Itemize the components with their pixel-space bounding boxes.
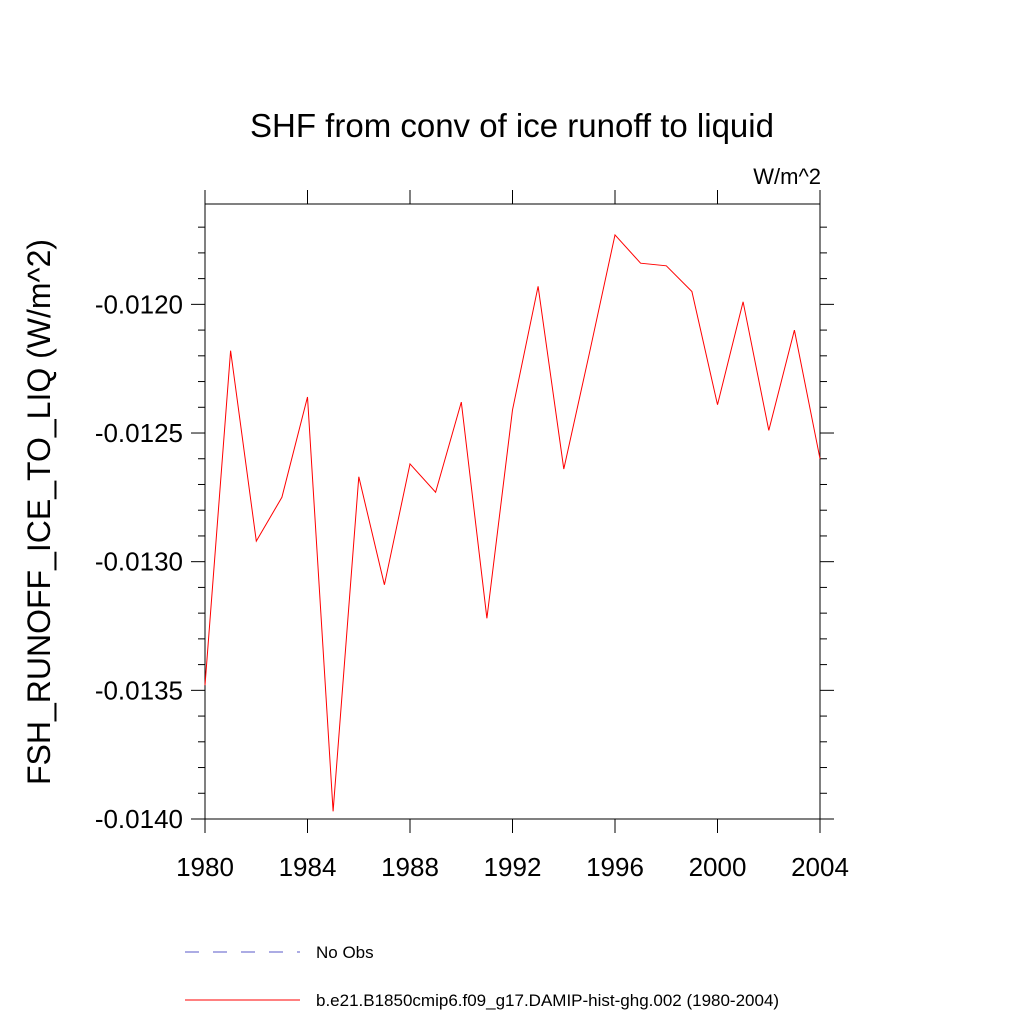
legend-label: b.e21.B1850cmip6.f09_g17.DAMIP-hist-ghg.… — [316, 991, 779, 1010]
y-tick-label: -0.0135 — [95, 675, 183, 705]
plot-frame — [204, 203, 821, 820]
chart-title: SHF from conv of ice runoff to liquid — [250, 107, 774, 144]
axis-ticks — [191, 190, 834, 833]
y-axis-label: FSH_RUNOFF_ICE_TO_LIQ (W/m^2) — [21, 239, 57, 785]
x-tick-label: 2000 — [689, 852, 747, 882]
y-tick-label: -0.0120 — [95, 289, 183, 319]
axis-tick-labels: 1980 1984 1988 1992 1996 2000 2004 -0.0140 -0.01… — [95, 289, 849, 882]
x-tick-label: 1980 — [176, 852, 234, 882]
x-tick-label: 1996 — [586, 852, 644, 882]
x-tick-label: 1988 — [381, 852, 439, 882]
x-tick-label: 1984 — [279, 852, 337, 882]
x-tick-label: 2004 — [791, 852, 849, 882]
x-tick-label: 1992 — [484, 852, 542, 882]
series-group — [204, 233, 821, 812]
y-tick-label: -0.0130 — [95, 547, 183, 577]
legend-label: No Obs — [316, 943, 374, 962]
y-tick-label: -0.0140 — [95, 804, 183, 834]
legend: No Obs b.e21.B1850cmip6.f09_g17.DAMIP-his… — [185, 943, 779, 1010]
series-line — [204, 233, 821, 812]
units-label: W/m^2 — [753, 164, 821, 189]
y-tick-label: -0.0125 — [95, 418, 183, 448]
